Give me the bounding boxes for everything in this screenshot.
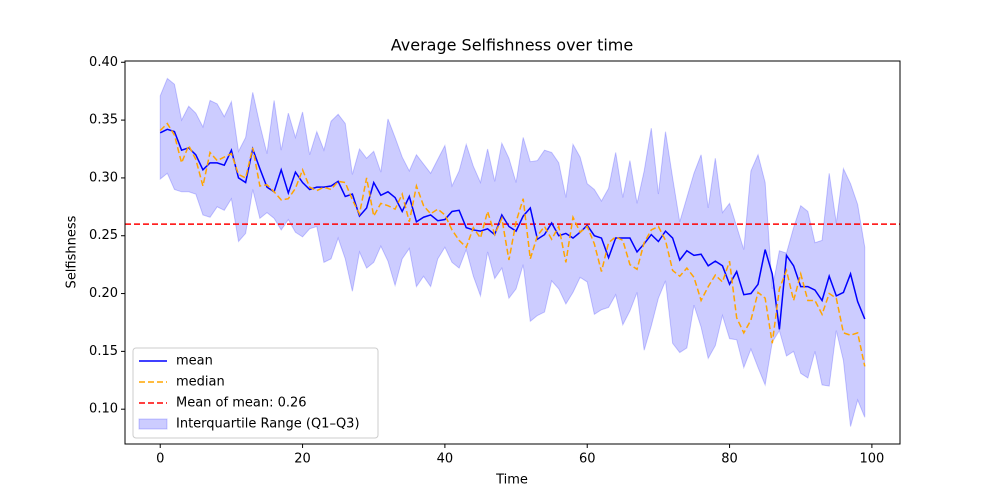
iqr-band (159, 77, 866, 427)
series-line (159, 122, 866, 367)
x-tick-label: 60 (579, 452, 596, 467)
x-tick-label: 40 (437, 452, 454, 467)
legend-label: Mean of mean: 0.26 (176, 396, 307, 411)
legend-label: Interquartile Range (Q1–Q3) (176, 417, 360, 432)
legend-swatch (138, 418, 168, 430)
chart-title: Average Selfishness over time (391, 36, 633, 55)
y-tick-label: 0.30 (89, 170, 118, 185)
x-axis-label: Time (495, 473, 528, 488)
y-tick-label: 0.35 (89, 113, 118, 128)
plot-frame (124, 60, 901, 445)
x-tick-label: 80 (721, 452, 738, 467)
legend-box (132, 347, 379, 439)
legend-label: median (176, 375, 225, 390)
x-tick-label: 20 (294, 452, 311, 467)
y-tick-label: 0.10 (89, 402, 118, 417)
x-tick-label: 0 (156, 452, 164, 467)
y-axis-label: Selfishness (65, 215, 80, 288)
y-tick-label: 0.25 (89, 228, 118, 243)
legend: mean median Mean of mean: 0.26 Interquartil… (132, 347, 379, 439)
y-tick-label: 0.15 (89, 344, 118, 359)
x-tick-label: 100 (859, 452, 884, 467)
y-tick-label: 0.20 (89, 286, 118, 301)
legend-label: mean (176, 354, 213, 369)
series-line (159, 128, 866, 330)
y-tick-label: 0.40 (89, 55, 118, 70)
